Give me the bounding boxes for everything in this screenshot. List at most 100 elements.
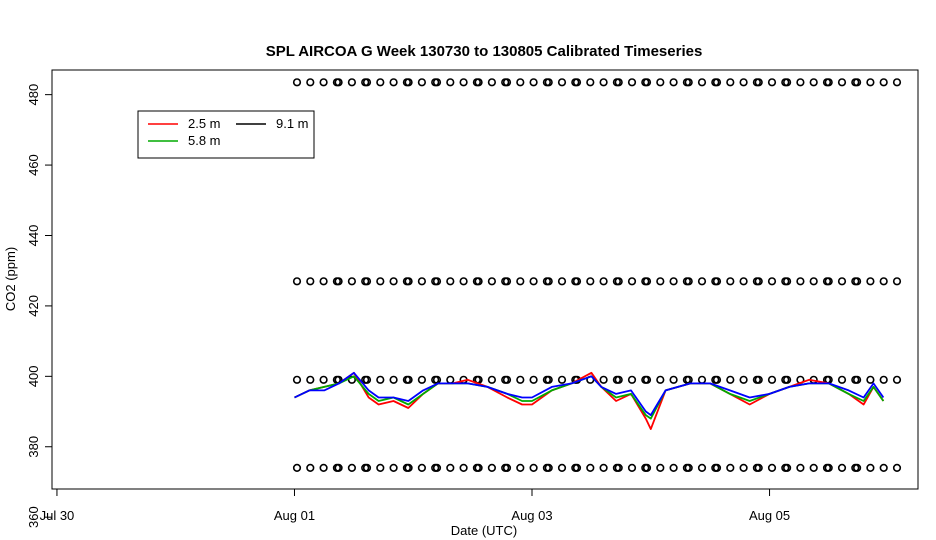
calibration-marker [866,78,875,87]
calibration-marker [767,375,777,384]
calibration-marker [474,277,483,286]
y-axis-label: CO2 (ppm) [3,247,18,311]
y-axis: 360 380 400 420 440 460 480 [26,84,52,528]
calibration-marker [557,277,567,286]
calibration-marker [614,78,623,87]
calibration-marker [796,78,805,87]
calibration-marker [712,375,722,384]
calibration-marker [306,463,315,473]
calibration-marker [614,463,623,473]
calibration-marker [334,463,343,473]
calibration-marker [866,463,875,473]
calibration-marker [642,78,652,87]
series-line [294,371,885,417]
calibration-marker [866,375,875,384]
calibration-marker [669,78,678,87]
calibration-marker [557,78,567,87]
calibration-marker [599,463,608,473]
calibration-marker [306,375,315,384]
calibration-marker [502,375,512,384]
calibration-marker [782,463,792,473]
calibration-marker [544,277,553,286]
calibration-marker [782,78,792,87]
calibration-marker [572,463,582,473]
calibration-marker [739,463,748,473]
calibration-marker [389,277,398,286]
calibration-marker [417,78,427,87]
calibration-marker [627,375,637,384]
legend-label: 2.5 m [188,116,221,131]
y-tick-label: 480 [26,84,41,106]
calibration-marker [852,277,862,286]
calibration-marker [459,78,468,87]
y-tick-label: 420 [26,295,41,317]
calibration-marker [697,78,707,87]
y-tick-label: 460 [26,154,41,176]
calibration-marker [642,375,652,384]
calibration-marker [837,78,847,87]
calibration-marker [446,463,455,473]
calibration-marker [837,375,847,384]
calibration-marker [852,78,862,87]
calibration-marker [404,78,413,87]
calibration-marker [767,78,777,87]
calibration-marker [712,277,722,286]
x-axis: Jul 30 Aug 01 Aug 03 Aug 05 [40,489,790,523]
calibration-marker [754,463,763,473]
calibration-marker [389,375,398,384]
x-tick-label: Aug 01 [274,508,315,523]
calibration-marker [292,375,302,384]
calibration-marker [572,277,582,286]
calibration-marker [347,78,357,87]
calibration-marker [446,78,455,87]
calibration-marker [557,375,567,384]
calibration-marker [627,463,637,473]
calibration-marker [782,277,792,286]
calibration-marker [586,277,595,286]
calibration-marker [404,277,413,286]
calibration-marker [306,78,315,87]
x-axis-label: Date (UTC) [451,523,517,538]
calibration-marker [544,375,553,384]
x-tick-label: Jul 30 [40,508,75,523]
calibration-marker [697,463,707,473]
legend-label: 5.8 m [188,133,221,148]
calibration-marker [669,463,678,473]
calibration-marker [614,277,623,286]
calibration-marker [459,463,468,473]
calibration-marker [754,78,763,87]
calibration-marker [892,375,902,384]
legend-label: 9.1 m [276,116,309,131]
calibration-marker [852,463,862,473]
calibration-marker [642,277,652,286]
calibration-marker [487,375,497,384]
calibration-marker [796,277,805,286]
calibration-marker [642,463,652,473]
calibration-marker [754,375,763,384]
calibration-marker [446,375,455,384]
calibration-marker [319,463,328,473]
calibration-marker [892,463,902,473]
calibration-marker [362,277,372,286]
calibration-marker [432,78,442,87]
calibration-marker [767,463,777,473]
calibration-marker [697,375,707,384]
calibration-marker [599,277,608,286]
calibration-marker [824,277,833,286]
calibration-marker [656,463,665,473]
calibration-marker [459,277,468,286]
calibration-marker [529,463,538,473]
calibration-marker [656,277,665,286]
calibration-marker [726,277,735,286]
calibration-marker [697,277,707,286]
calibration-marker [347,277,357,286]
calibration-marker [824,78,833,87]
calibration-marker [389,463,398,473]
y-tick-label: 440 [26,225,41,247]
calibration-marker [319,375,328,384]
calibration-marker [879,78,888,87]
series-lines [294,371,885,431]
calibration-marker [516,463,525,473]
x-tick-label: Aug 03 [511,508,552,523]
